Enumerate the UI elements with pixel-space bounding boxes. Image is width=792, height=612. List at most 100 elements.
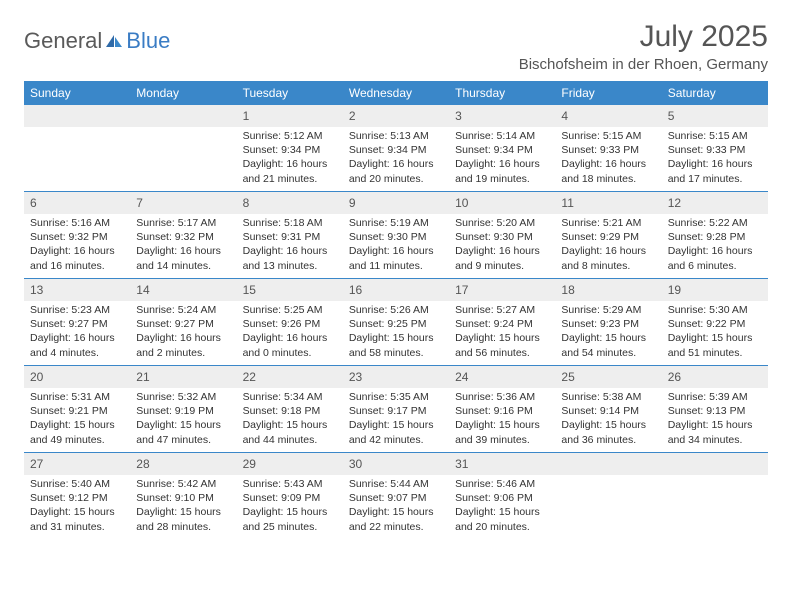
sunrise-text: Sunrise: 5:35 AM xyxy=(349,390,443,404)
day-number: 29 xyxy=(243,457,256,471)
day-number: 16 xyxy=(349,283,362,297)
sunset-text: Sunset: 9:10 PM xyxy=(136,491,230,505)
sunrise-text: Sunrise: 5:26 AM xyxy=(349,303,443,317)
day-cell: 26Sunrise: 5:39 AMSunset: 9:13 PMDayligh… xyxy=(662,366,768,452)
sunset-text: Sunset: 9:34 PM xyxy=(349,143,443,157)
daylight-text: Daylight: 15 hours and 42 minutes. xyxy=(349,418,443,446)
sunset-text: Sunset: 9:33 PM xyxy=(561,143,655,157)
day-number-bar: 25 xyxy=(555,366,661,388)
day-cell xyxy=(24,105,130,191)
sunset-text: Sunset: 9:33 PM xyxy=(668,143,762,157)
day-cell: 29Sunrise: 5:43 AMSunset: 9:09 PMDayligh… xyxy=(237,453,343,539)
day-number-bar: 15 xyxy=(237,279,343,301)
day-cell: 25Sunrise: 5:38 AMSunset: 9:14 PMDayligh… xyxy=(555,366,661,452)
daylight-text: Daylight: 15 hours and 44 minutes. xyxy=(243,418,337,446)
daylight-text: Daylight: 15 hours and 58 minutes. xyxy=(349,331,443,359)
day-number: 15 xyxy=(243,283,256,297)
day-number-bar: 17 xyxy=(449,279,555,301)
day-number-bar xyxy=(24,105,130,127)
day-number: 11 xyxy=(561,196,573,210)
day-number-bar: 12 xyxy=(662,192,768,214)
day-cell: 28 Sunrise: 5:42 AMSunset: 9:10 PMDayligh… xyxy=(130,453,236,539)
daylight-text: Daylight: 16 hours and 9 minutes. xyxy=(455,244,549,272)
daylight-text: Daylight: 16 hours and 19 minutes. xyxy=(455,157,549,185)
sunrise-text: Sunrise: 5:25 AM xyxy=(243,303,337,317)
sunset-text: Sunset: 9:21 PM xyxy=(30,404,124,418)
day-body: Sunrise: 5:19 AMSunset: 9:30 PMDaylight:… xyxy=(343,214,449,277)
day-number xyxy=(561,457,564,471)
sunrise-text: Sunrise: 5:42 AM xyxy=(136,477,230,491)
day-cell: 21Sunrise: 5:32 AMSunset: 9:19 PMDayligh… xyxy=(130,366,236,452)
day-header-row: SundayMondayTuesdayWednesdayThursdayFrid… xyxy=(24,81,768,105)
sunset-text: Sunset: 9:16 PM xyxy=(455,404,549,418)
sunset-text: Sunset: 9:31 PM xyxy=(243,230,337,244)
day-cell: 4Sunrise: 5:15 AMSunset: 9:33 PMDaylight… xyxy=(555,105,661,191)
day-number: 12 xyxy=(668,196,681,210)
day-number-bar: 23 xyxy=(343,366,449,388)
day-cell xyxy=(662,453,768,539)
day-cell: 22Sunrise: 5:34 AMSunset: 9:18 PMDayligh… xyxy=(237,366,343,452)
daylight-text: Daylight: 15 hours and 28 minutes. xyxy=(136,505,230,533)
day-number-bar: 31 xyxy=(449,453,555,475)
daylight-text: Daylight: 16 hours and 16 minutes. xyxy=(30,244,124,272)
daylight-text: Daylight: 16 hours and 11 minutes. xyxy=(349,244,443,272)
daylight-text: Daylight: 15 hours and 54 minutes. xyxy=(561,331,655,359)
day-number: 6 xyxy=(30,196,37,210)
sunrise-text: Sunrise: 5:43 AM xyxy=(243,477,337,491)
sunrise-text: Sunrise: 5:44 AM xyxy=(349,477,443,491)
day-number: 17 xyxy=(455,283,468,297)
day-number-bar: 26 xyxy=(662,366,768,388)
day-number-bar xyxy=(662,453,768,475)
daylight-text: Daylight: 15 hours and 20 minutes. xyxy=(455,505,549,533)
sunset-text: Sunset: 9:29 PM xyxy=(561,230,655,244)
day-number: 24 xyxy=(455,370,468,384)
sunrise-text: Sunrise: 5:31 AM xyxy=(30,390,124,404)
day-cell: 13Sunrise: 5:23 AMSunset: 9:27 PMDayligh… xyxy=(24,279,130,365)
sunrise-text: Sunrise: 5:40 AM xyxy=(30,477,124,491)
day-cell: 8Sunrise: 5:18 AMSunset: 9:31 PMDaylight… xyxy=(237,192,343,278)
sunrise-text: Sunrise: 5:32 AM xyxy=(136,390,230,404)
daylight-text: Daylight: 15 hours and 25 minutes. xyxy=(243,505,337,533)
day-number-bar: 1 xyxy=(237,105,343,127)
day-number-bar: 27 xyxy=(24,453,130,475)
sunset-text: Sunset: 9:32 PM xyxy=(136,230,230,244)
daylight-text: Daylight: 16 hours and 21 minutes. xyxy=(243,157,337,185)
day-number: 9 xyxy=(349,196,356,210)
day-number: 3 xyxy=(455,109,462,123)
sunrise-text: Sunrise: 5:18 AM xyxy=(243,216,337,230)
header: General Blue July 2025 Bischofsheim in d… xyxy=(24,20,768,73)
day-cell: 5Sunrise: 5:15 AMSunset: 9:33 PMDaylight… xyxy=(662,105,768,191)
day-number-bar: 9 xyxy=(343,192,449,214)
daylight-text: Daylight: 15 hours and 39 minutes. xyxy=(455,418,549,446)
day-number-bar: 21 xyxy=(130,366,236,388)
day-number-bar: 28 xyxy=(130,453,236,475)
sunset-text: Sunset: 9:34 PM xyxy=(243,143,337,157)
sunset-text: Sunset: 9:30 PM xyxy=(349,230,443,244)
day-body: Sunrise: 5:22 AMSunset: 9:28 PMDaylight:… xyxy=(662,214,768,277)
day-number-bar: 4 xyxy=(555,105,661,127)
sunset-text: Sunset: 9:13 PM xyxy=(668,404,762,418)
day-number: 14 xyxy=(136,283,149,297)
day-body: Sunrise: 5:44 AMSunset: 9:07 PMDaylight:… xyxy=(343,475,449,538)
day-number xyxy=(30,109,33,123)
sunrise-text: Sunrise: 5:36 AM xyxy=(455,390,549,404)
day-number: 27 xyxy=(30,457,43,471)
day-cell: 11Sunrise: 5:21 AMSunset: 9:29 PMDayligh… xyxy=(555,192,661,278)
daylight-text: Daylight: 15 hours and 31 minutes. xyxy=(30,505,124,533)
brand-sail-icon xyxy=(104,33,124,49)
day-number-bar: 7 xyxy=(130,192,236,214)
sunrise-text: Sunrise: 5:22 AM xyxy=(668,216,762,230)
daylight-text: Daylight: 16 hours and 13 minutes. xyxy=(243,244,337,272)
sunrise-text: Sunrise: 5:13 AM xyxy=(349,129,443,143)
sunrise-text: Sunrise: 5:29 AM xyxy=(561,303,655,317)
day-body: Sunrise: 5:17 AMSunset: 9:32 PMDaylight:… xyxy=(130,214,236,277)
day-cell: 19Sunrise: 5:30 AMSunset: 9:22 PMDayligh… xyxy=(662,279,768,365)
day-number: 26 xyxy=(668,370,681,384)
week-row: 20 Sunrise: 5:31 AMSunset: 9:21 PM Dayligh… xyxy=(24,366,768,453)
day-number-bar: 20 xyxy=(24,366,130,388)
day-number-bar: 16 xyxy=(343,279,449,301)
day-number: 28 xyxy=(136,457,149,471)
day-body: Sunrise: 5:13 AMSunset: 9:34 PMDaylight:… xyxy=(343,127,449,190)
day-body: Sunrise: 5:38 AMSunset: 9:14 PMDaylight:… xyxy=(555,388,661,451)
day-number: 7 xyxy=(136,196,143,210)
